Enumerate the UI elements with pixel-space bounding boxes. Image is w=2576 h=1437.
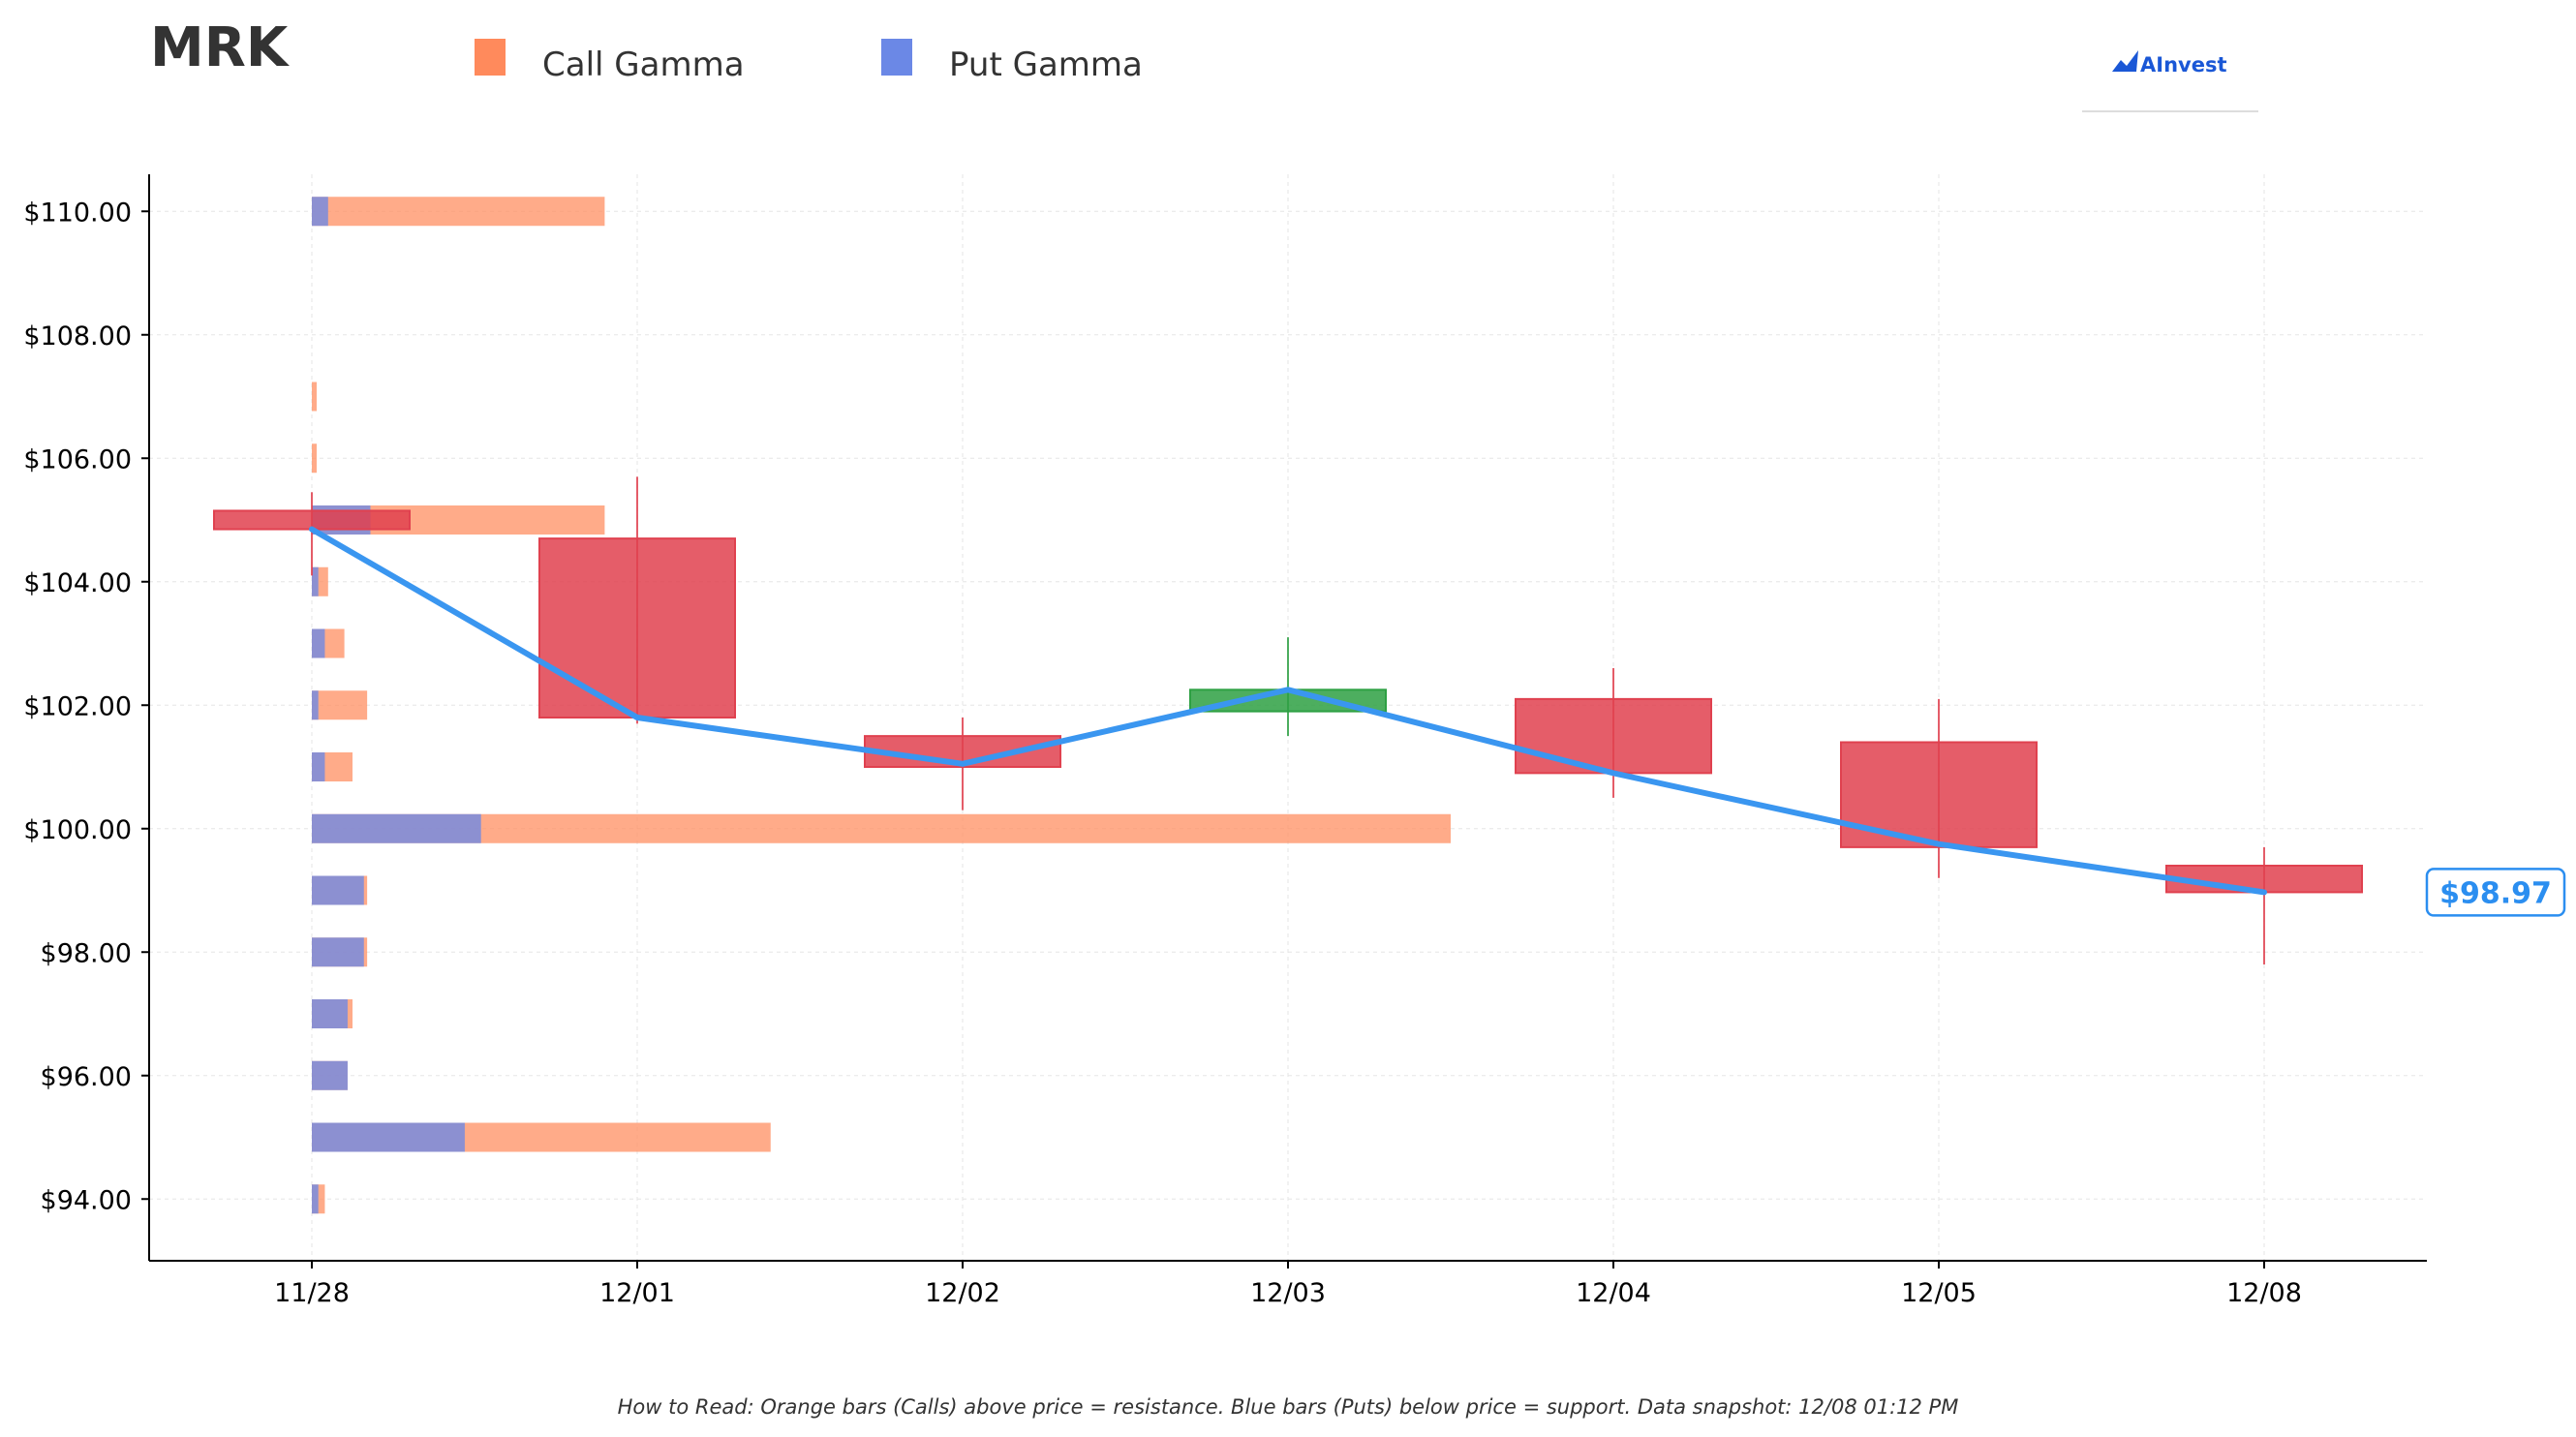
candle-body	[2165, 865, 2363, 894]
gamma-bars	[312, 197, 1451, 1214]
y-tick-label: $102.00	[23, 691, 132, 721]
put-gamma-bar	[312, 1184, 319, 1214]
x-tick-label: 12/03	[1250, 1278, 1326, 1308]
put-gamma-bar	[312, 628, 325, 658]
chart-title: MRK	[150, 16, 291, 79]
put-gamma-bar	[312, 566, 319, 596]
x-tick-label: 12/02	[925, 1278, 1000, 1308]
put-gamma-bar	[312, 937, 364, 967]
x-tick-label: 12/08	[2226, 1278, 2302, 1308]
brand-name: AInvest	[2140, 53, 2227, 76]
y-tick-label: $96.00	[41, 1062, 132, 1092]
current-price-label: $98.97	[2439, 876, 2552, 910]
legend: Call Gamma Put Gamma	[475, 39, 1143, 84]
y-tick-label: $108.00	[23, 321, 132, 352]
current-price-tag: $98.97	[2425, 868, 2566, 917]
y-tick-label: $110.00	[23, 198, 132, 228]
y-tick-label: $94.00	[41, 1185, 132, 1215]
footnote: How to Read: Orange bars (Calls) above p…	[618, 1395, 1959, 1419]
put-gamma-bar	[312, 875, 364, 905]
put-gamma-bar	[312, 1122, 465, 1152]
axes: $94.00 $96.00 $98.00 $100.00 $102.00 $104.00 $…	[23, 174, 2427, 1308]
call-gamma-bar	[312, 813, 1451, 843]
y-tick-label: $104.00	[23, 568, 132, 598]
legend-label-put: Put Gamma	[949, 46, 1143, 84]
call-gamma-bar	[312, 382, 318, 412]
call-gamma-bar	[312, 443, 318, 474]
legend-swatch-put	[881, 39, 912, 76]
price-line-layer	[309, 526, 2267, 896]
candle-body	[538, 537, 736, 718]
legend-swatch-call	[475, 39, 506, 76]
y-tick-label: $106.00	[23, 444, 132, 474]
candle-body	[1515, 697, 1712, 775]
put-gamma-bar	[312, 690, 319, 720]
put-gamma-bar	[312, 999, 348, 1028]
x-tick-label: 12/05	[1901, 1278, 1977, 1308]
legend-label-call: Call Gamma	[542, 46, 745, 84]
put-gamma-bar	[312, 1060, 348, 1090]
put-gamma-bar	[312, 813, 481, 843]
put-gamma-bar	[312, 197, 328, 227]
call-gamma-bar	[312, 690, 368, 720]
price-line	[309, 526, 2267, 896]
y-tick-label: $98.00	[41, 938, 132, 968]
x-tick-label: 12/04	[1576, 1278, 1651, 1308]
brand-chart-icon	[2112, 50, 2138, 72]
brand-logo: AInvest	[2082, 50, 2258, 112]
put-gamma-bar	[312, 752, 325, 781]
x-tick-label: 12/01	[599, 1278, 675, 1308]
x-tick-label: 11/28	[274, 1278, 350, 1308]
y-tick-label: $100.00	[23, 815, 132, 845]
call-gamma-bar	[312, 197, 605, 227]
